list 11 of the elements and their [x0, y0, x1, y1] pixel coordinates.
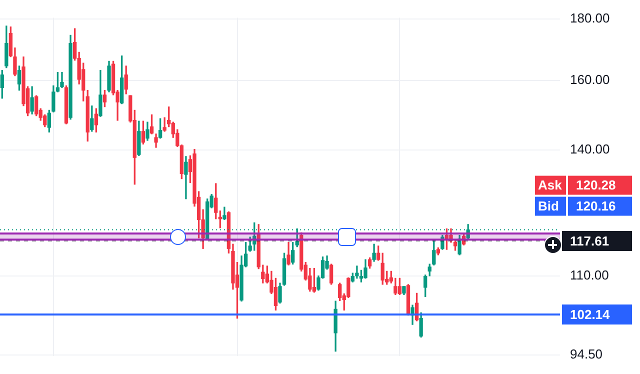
- y-tick-label: 94.50: [570, 346, 603, 362]
- ref-line-label: 102.14: [570, 307, 611, 322]
- y-tick-label: 160.00: [570, 72, 610, 87]
- annotation: Bid: [538, 198, 559, 214]
- annotation: Ask: [538, 177, 563, 192]
- y-tick-label: 110.00: [570, 267, 609, 282]
- text: 120.28: [576, 177, 616, 192]
- ref-line-label: 117.61: [570, 234, 610, 249]
- y-tick-label: 180.00: [570, 10, 610, 26]
- y-tick-label: 140.00: [570, 142, 610, 157]
- text: 120.16: [576, 198, 616, 214]
